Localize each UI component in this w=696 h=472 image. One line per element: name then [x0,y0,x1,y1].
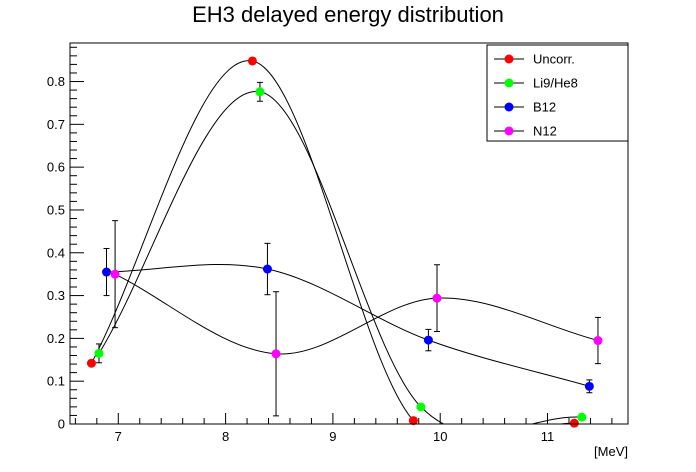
x-tick-label: 8 [222,429,229,444]
legend-label: Uncorr. [533,52,575,67]
legend: Uncorr. Li9/He8 B12 N12 [486,44,629,142]
y-tick-label: 0 [58,417,65,432]
data-point [110,269,120,279]
legend-marker [504,126,514,136]
data-point [423,335,433,345]
y-tick-label: 0.6 [47,160,65,175]
data-point [584,381,594,391]
fit-curves [91,60,599,424]
data-point [86,358,96,368]
y-tick-label: 0.2 [47,331,65,346]
data-point [271,349,281,359]
data-point [255,87,265,97]
x-tick-label: 10 [433,429,447,444]
fit-curve [106,263,590,387]
plot-frame [69,42,629,425]
data-point [247,56,257,66]
fit-curve [98,91,582,424]
y-tick-label: 0.4 [47,245,65,260]
x-axis: 7 8 9 10 11 [74,413,613,444]
legend-marker [504,78,514,88]
y-tick-label: 0.1 [47,374,65,389]
x-tick-label: 7 [115,429,122,444]
data-point [94,348,104,358]
y-tick-label: 0.7 [47,117,65,132]
data-point [101,267,111,277]
y-tick-label: 0.5 [47,202,65,217]
x-axis-label: [MeV] [594,444,628,459]
data-point [262,264,272,274]
data-point [432,293,442,303]
data-point [569,418,579,428]
data-point [593,336,603,346]
x-tick-label: 9 [329,429,336,444]
data-point [416,402,426,412]
y-tick-label: 0.8 [47,74,65,89]
data-point [408,416,418,426]
fit-curve [114,273,599,355]
y-axis: 0 0.1 0.2 0.3 0.4 0.5 0.6 0.7 0.8 [47,46,84,432]
legend-label: N12 [533,124,557,139]
data-point [577,412,587,422]
chart-title: EH3 delayed energy distribution [192,2,504,27]
legend-marker [504,102,514,112]
legend-label: Li9/He8 [533,76,578,91]
y-tick-label: 0.3 [47,288,65,303]
legend-marker [504,54,514,64]
x-tick-label: 11 [541,429,555,444]
legend-label: B12 [533,100,556,115]
data-points [86,56,603,428]
